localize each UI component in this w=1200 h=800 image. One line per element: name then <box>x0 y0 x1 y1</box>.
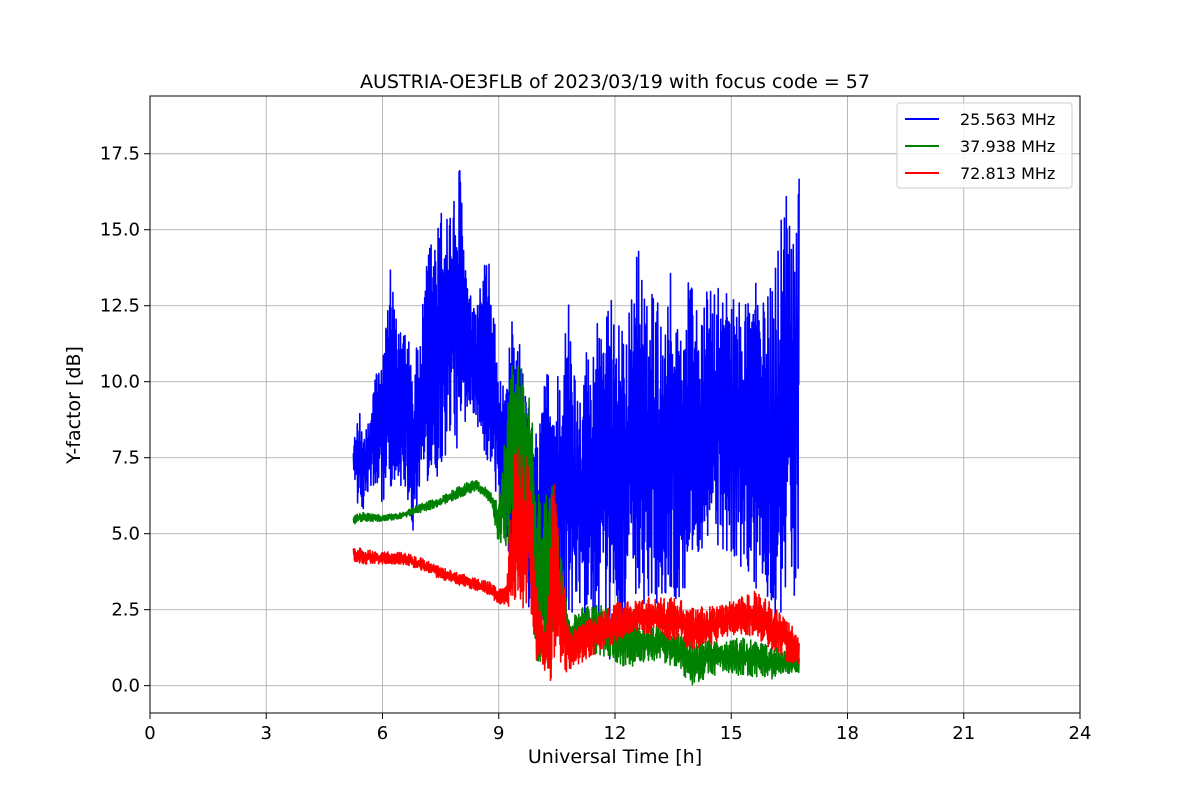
series-1 <box>352 169 800 660</box>
series-2 <box>352 365 800 686</box>
series-line-3 <box>352 446 800 682</box>
y-tick-label: 10.0 <box>100 372 140 393</box>
x-ticks: 0 3 6 9 12 15 18 21 24 <box>144 713 1091 744</box>
legend-entry-label: 37.938 MHz <box>960 137 1055 156</box>
y-tick-label: 12.5 <box>100 296 140 317</box>
x-tick-label: 6 <box>377 723 388 744</box>
x-tick-label: 15 <box>720 723 743 744</box>
chart-title: AUSTRIA-OE3FLB of 2023/03/19 with focus … <box>360 71 870 93</box>
legend-entry-label: 72.813 MHz <box>960 164 1055 183</box>
y-tick-label: 17.5 <box>100 144 140 165</box>
y-ticks: 0.0 2.5 5.0 7.5 10.0 12.5 15.0 17.5 <box>100 144 150 697</box>
legend: 25.563 MHz 37.938 MHz 72.813 MHz <box>896 102 1073 189</box>
x-tick-label: 9 <box>493 723 504 744</box>
x-tick-label: 12 <box>604 723 627 744</box>
x-tick-label: 21 <box>952 723 975 744</box>
series-line-1 <box>352 169 800 660</box>
x-tick-label: 24 <box>1069 723 1092 744</box>
legend-box <box>896 102 1073 189</box>
y-tick-label: 5.0 <box>111 524 140 545</box>
y-axis-label: Y-factor [dB] <box>63 346 85 465</box>
y-tick-label: 0.0 <box>111 676 140 697</box>
series-layer <box>352 169 800 686</box>
series-3 <box>352 446 800 682</box>
y-tick-label: 15.0 <box>100 220 140 241</box>
y-tick-label: 2.5 <box>111 600 140 621</box>
series-line-2 <box>352 365 800 686</box>
x-axis-label: Universal Time [h] <box>528 746 702 768</box>
x-tick-label: 3 <box>261 723 272 744</box>
x-tick-label: 0 <box>144 723 155 744</box>
x-tick-label: 18 <box>836 723 859 744</box>
legend-entry-label: 25.563 MHz <box>960 110 1055 129</box>
y-tick-label: 7.5 <box>111 448 140 469</box>
